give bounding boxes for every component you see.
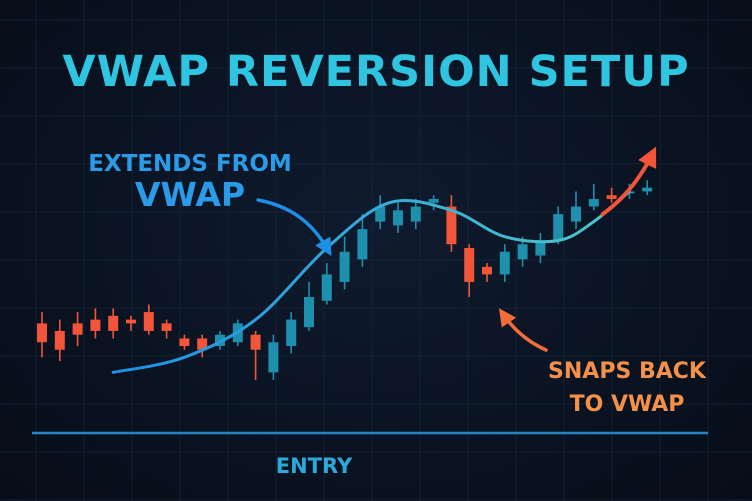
candle-body (642, 187, 653, 192)
candle-body (250, 334, 261, 350)
snaps-label-line1: SNAPS BACK (548, 359, 707, 384)
candle-body (286, 319, 297, 346)
chart-title: VWAP REVERSION SETUP (62, 47, 689, 97)
candle (357, 214, 368, 267)
candle-body (72, 323, 83, 335)
candle-body (143, 312, 154, 331)
candle-body (37, 323, 47, 343)
candle (197, 334, 208, 358)
candle-body (90, 319, 101, 331)
candle-body (606, 195, 617, 199)
candle (72, 312, 83, 346)
candle (588, 183, 599, 211)
candle (286, 312, 297, 354)
candle-body (553, 214, 564, 241)
vwap-curve (111, 189, 631, 374)
candle-body (126, 319, 136, 324)
candles-group (37, 180, 653, 380)
extends-arrow (256, 198, 332, 257)
candle-body (304, 297, 314, 328)
candle-body (339, 251, 350, 282)
extends-label-line2: VWAP (135, 175, 245, 214)
candle (143, 304, 154, 335)
extends-label-line1: EXTENDS FROM (88, 151, 292, 177)
candle-body (446, 206, 457, 245)
breakout-arrow (600, 146, 657, 217)
candle-body (179, 338, 190, 346)
candle (321, 263, 332, 305)
candle-body (161, 323, 172, 331)
candle (535, 232, 546, 264)
candle-body (464, 248, 475, 282)
candle (161, 319, 172, 339)
candle-body (499, 251, 510, 275)
candle (642, 180, 653, 196)
candle-body (482, 266, 492, 275)
candle (410, 199, 421, 230)
candle (393, 202, 403, 233)
candle-body (108, 315, 119, 331)
candle (553, 206, 564, 245)
candle (464, 244, 475, 297)
candle-body (517, 244, 528, 260)
candle-body (571, 206, 581, 222)
candle (375, 195, 386, 230)
candle (37, 312, 47, 358)
candle (606, 187, 617, 203)
candle-body (197, 338, 208, 350)
candle (428, 195, 439, 211)
candle-body (54, 330, 65, 350)
candle-body (588, 199, 599, 207)
candle (268, 334, 279, 380)
candle (90, 308, 101, 339)
candle-body (535, 240, 546, 256)
candle (179, 334, 190, 350)
candle (250, 330, 261, 380)
candle (304, 281, 314, 331)
candle (499, 244, 510, 282)
candle (446, 195, 457, 252)
candle (126, 315, 136, 331)
candle (108, 308, 119, 339)
candle-body (410, 206, 421, 222)
candle-body (428, 199, 439, 203)
candle-body (393, 210, 403, 226)
candle (482, 263, 492, 282)
snaps-label-line2: TO VWAP (570, 392, 685, 417)
candle-body (375, 206, 386, 222)
candle-body (268, 342, 279, 373)
candle (571, 191, 581, 230)
candle (54, 319, 65, 362)
candle-body (357, 229, 368, 260)
candle-body (321, 274, 332, 301)
snaps-arrow (499, 308, 548, 352)
candle (339, 236, 350, 290)
entry-label: ENTRY (276, 454, 353, 478)
